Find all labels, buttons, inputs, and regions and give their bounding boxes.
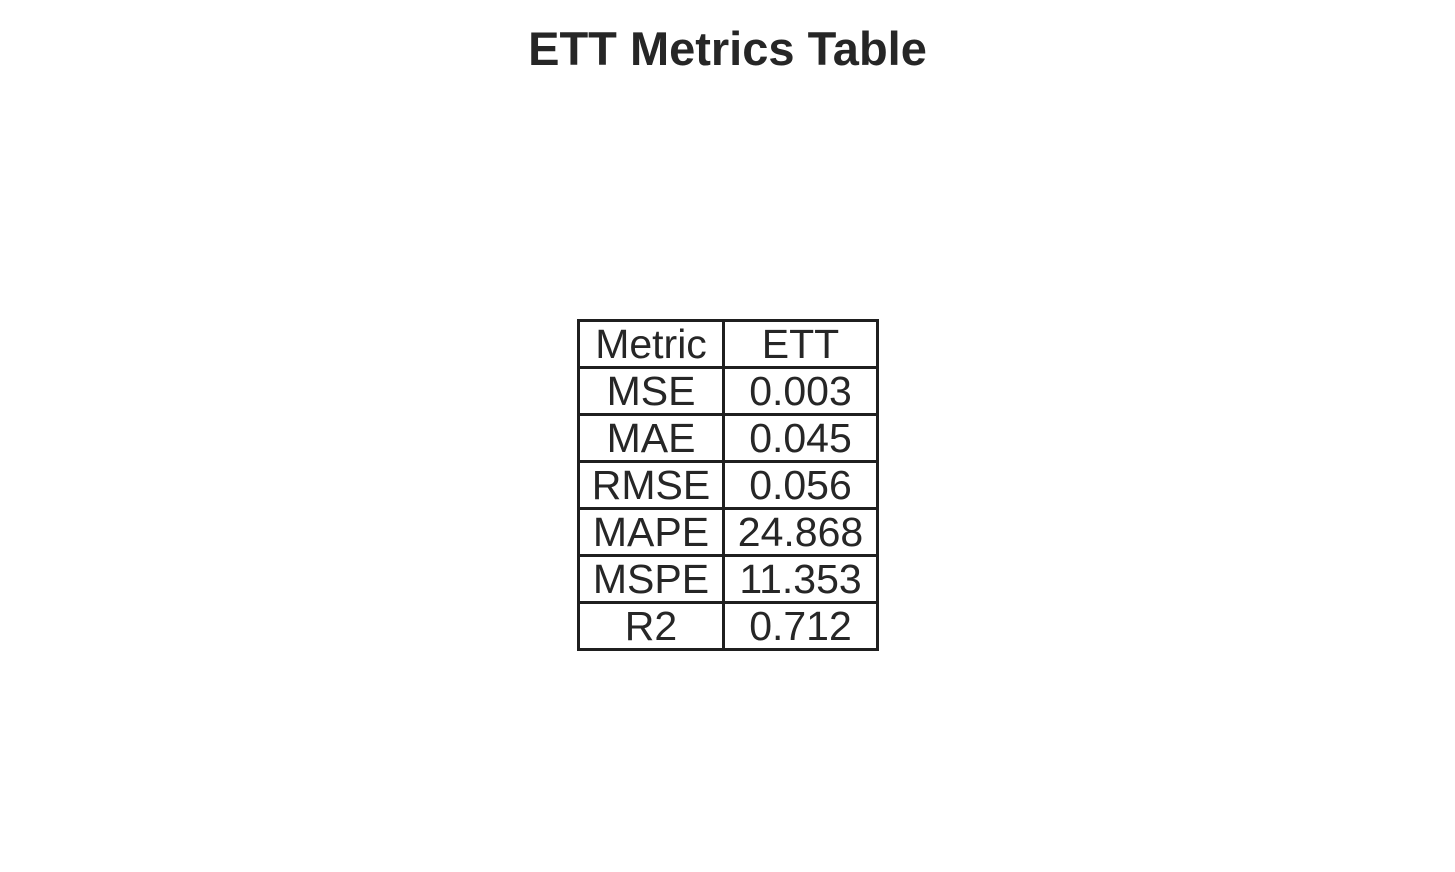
metric-name-cell: RMSE bbox=[577, 460, 725, 510]
metric-name-cell: MAE bbox=[577, 413, 725, 463]
metric-value-cell: 0.045 bbox=[722, 413, 879, 463]
table-row: MSPE 11.353 bbox=[577, 554, 879, 604]
header-cell-ett: ETT bbox=[722, 319, 879, 369]
metric-value-cell: 24.868 bbox=[722, 507, 879, 557]
metric-value-cell: 0.712 bbox=[722, 601, 879, 651]
table-header-row: Metric ETT bbox=[577, 319, 879, 369]
header-cell-metric: Metric bbox=[577, 319, 725, 369]
metric-name-cell: R2 bbox=[577, 601, 725, 651]
metrics-table: Metric ETT MSE 0.003 MAE 0.045 RMSE 0.05… bbox=[577, 319, 879, 651]
table-row: RMSE 0.056 bbox=[577, 460, 879, 510]
metric-value-cell: 11.353 bbox=[722, 554, 879, 604]
table-row: MAE 0.045 bbox=[577, 413, 879, 463]
table-row: MSE 0.003 bbox=[577, 366, 879, 416]
metric-value-cell: 0.003 bbox=[722, 366, 879, 416]
metric-value-cell: 0.056 bbox=[722, 460, 879, 510]
metric-name-cell: MSPE bbox=[577, 554, 725, 604]
chart-title: ETT Metrics Table bbox=[528, 22, 927, 75]
metric-name-cell: MAPE bbox=[577, 507, 725, 557]
table-row: MAPE 24.868 bbox=[577, 507, 879, 557]
metric-name-cell: MSE bbox=[577, 366, 725, 416]
table-row: R2 0.712 bbox=[577, 601, 879, 651]
